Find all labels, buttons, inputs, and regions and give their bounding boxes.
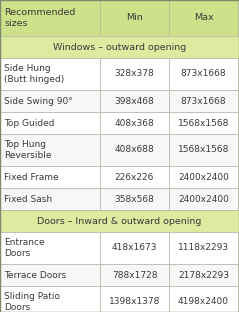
Text: 1568x1568: 1568x1568 <box>178 145 229 154</box>
Text: Fixed Sash: Fixed Sash <box>4 194 52 203</box>
Text: 358x568: 358x568 <box>114 194 154 203</box>
Bar <box>100 286 169 312</box>
Bar <box>100 188 169 210</box>
Bar <box>0 188 100 210</box>
Text: 408x368: 408x368 <box>115 119 154 128</box>
Bar <box>0 36 239 58</box>
Bar <box>0 264 100 286</box>
Text: 1118x2293: 1118x2293 <box>178 243 229 252</box>
Text: Entrance
Doors: Entrance Doors <box>4 238 45 258</box>
Text: Side Swing 90°: Side Swing 90° <box>4 96 73 105</box>
Bar <box>0 210 239 232</box>
Bar <box>100 134 169 166</box>
Text: Side Hung
(Butt hinged): Side Hung (Butt hinged) <box>4 64 64 84</box>
Text: 418x1673: 418x1673 <box>112 243 157 252</box>
Bar <box>0 134 100 166</box>
Text: Windows – outward opening: Windows – outward opening <box>53 42 186 51</box>
Text: 408x688: 408x688 <box>115 145 154 154</box>
Bar <box>169 264 238 286</box>
Bar <box>169 286 238 312</box>
Bar <box>169 134 238 166</box>
Bar <box>169 188 238 210</box>
Bar <box>169 0 238 36</box>
Bar <box>169 232 238 264</box>
Text: 873x1668: 873x1668 <box>181 70 226 79</box>
Text: 2400x2400: 2400x2400 <box>178 173 229 182</box>
Text: 398x468: 398x468 <box>115 96 154 105</box>
Text: 873x1668: 873x1668 <box>181 96 226 105</box>
Bar <box>169 112 238 134</box>
Text: Recommended
sizes: Recommended sizes <box>4 8 75 28</box>
Text: Min: Min <box>126 13 143 22</box>
Text: 226x226: 226x226 <box>115 173 154 182</box>
Bar <box>0 90 100 112</box>
Bar <box>0 166 100 188</box>
Bar <box>169 58 238 90</box>
Bar <box>100 264 169 286</box>
Bar <box>0 0 100 36</box>
Text: Fixed Frame: Fixed Frame <box>4 173 59 182</box>
Text: Doors – Inward & outward opening: Doors – Inward & outward opening <box>37 217 202 226</box>
Text: Sliding Patio
Doors: Sliding Patio Doors <box>4 292 60 312</box>
Text: 4198x2400: 4198x2400 <box>178 298 229 306</box>
Bar <box>100 112 169 134</box>
Bar <box>169 90 238 112</box>
Bar <box>100 166 169 188</box>
Bar <box>100 90 169 112</box>
Text: 2400x2400: 2400x2400 <box>178 194 229 203</box>
Bar <box>100 0 169 36</box>
Text: Top Hung
Reversible: Top Hung Reversible <box>4 140 51 160</box>
Bar <box>0 58 100 90</box>
Text: 788x1728: 788x1728 <box>112 271 157 280</box>
Bar <box>100 232 169 264</box>
Bar <box>0 286 100 312</box>
Text: Terrace Doors: Terrace Doors <box>4 271 66 280</box>
Text: Top Guided: Top Guided <box>4 119 54 128</box>
Text: 328x378: 328x378 <box>115 70 154 79</box>
Text: Max: Max <box>194 13 213 22</box>
Bar <box>0 232 100 264</box>
Text: 1398x1378: 1398x1378 <box>109 298 160 306</box>
Bar <box>100 58 169 90</box>
Text: 1568x1568: 1568x1568 <box>178 119 229 128</box>
Bar <box>169 166 238 188</box>
Text: 2178x2293: 2178x2293 <box>178 271 229 280</box>
Bar <box>0 112 100 134</box>
